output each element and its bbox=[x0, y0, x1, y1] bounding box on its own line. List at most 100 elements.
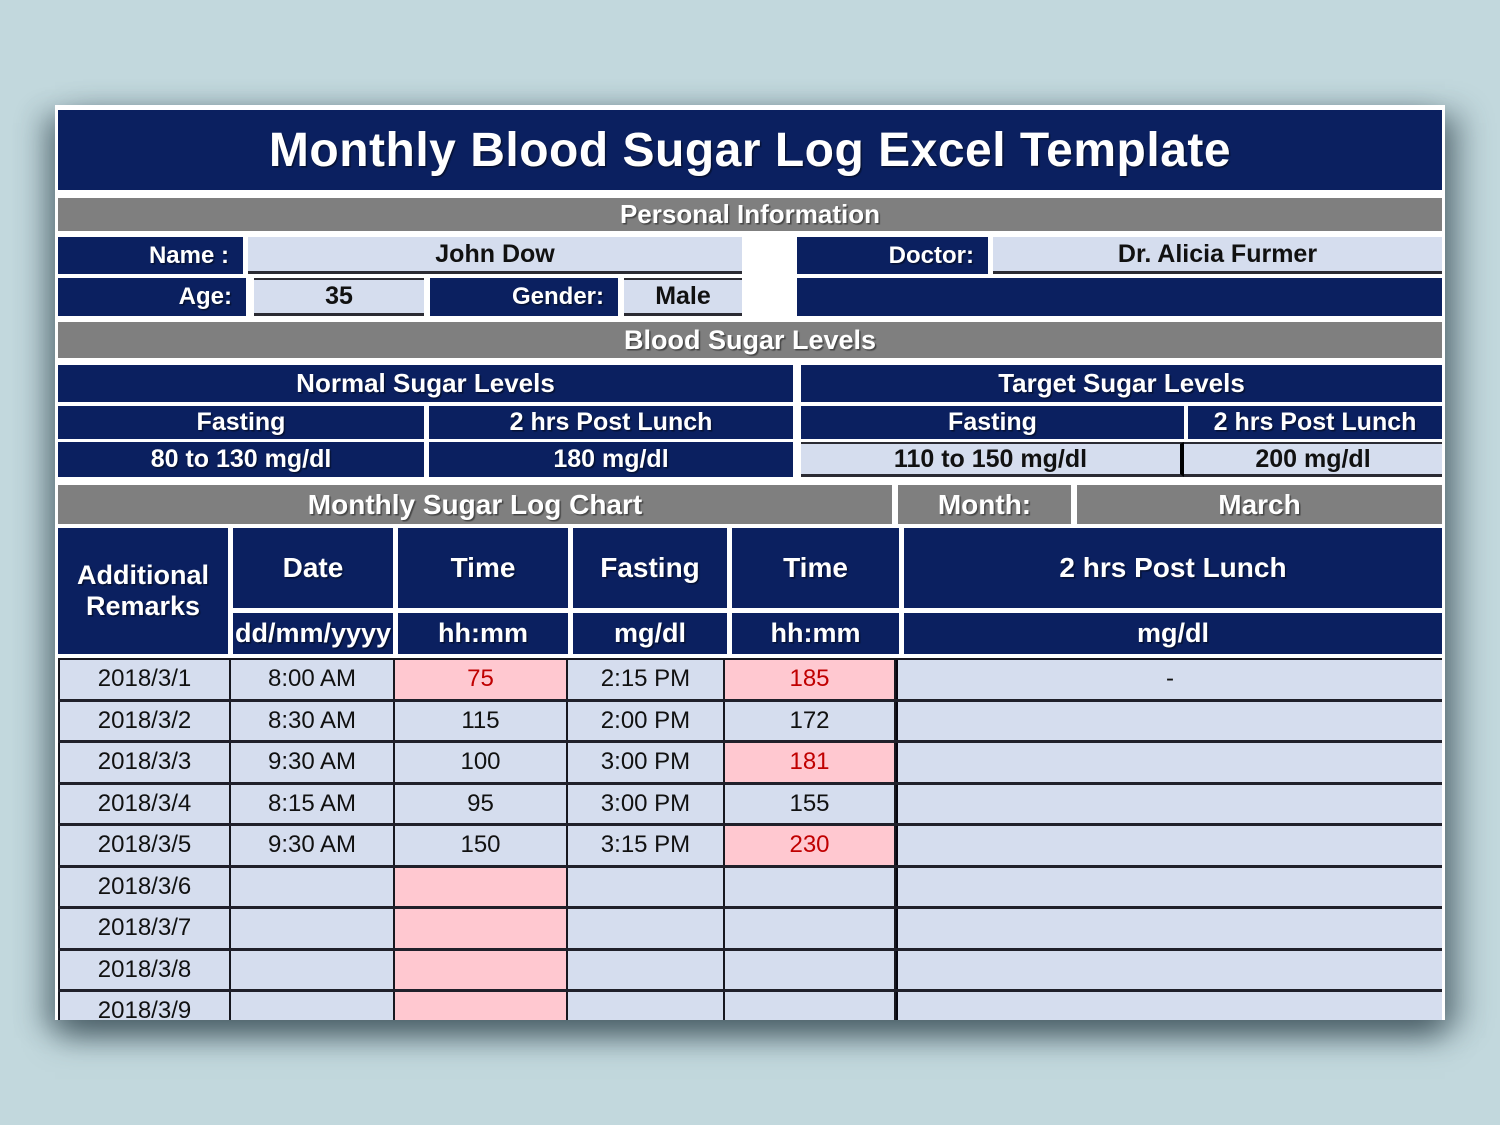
col-header-remarks: Additional Remarks bbox=[58, 528, 228, 654]
time-post-lunch-cell[interactable] bbox=[568, 867, 725, 906]
date-cell[interactable]: 2018/3/5 bbox=[58, 826, 231, 865]
date-cell[interactable]: 2018/3/2 bbox=[58, 701, 231, 740]
time-fasting-cell[interactable]: 9:30 AM bbox=[231, 743, 395, 782]
sugar-level-values-row: 80 to 130 mg/dl 180 mg/dl 110 to 150 mg/… bbox=[58, 442, 1442, 477]
table-row: 2018/3/4 8:15 AM 95 3:00 PM 155 bbox=[58, 784, 1442, 826]
date-cell[interactable]: 2018/3/8 bbox=[58, 950, 231, 989]
date-cell[interactable]: 2018/3/6 bbox=[58, 867, 231, 906]
table-row: 2018/3/7 bbox=[58, 909, 1442, 951]
post-lunch-cell[interactable]: 172 bbox=[725, 701, 896, 740]
fasting-cell[interactable] bbox=[395, 992, 568, 1020]
normal-levels-title: Normal Sugar Levels bbox=[58, 365, 793, 402]
time-fasting-cell[interactable] bbox=[231, 992, 395, 1020]
page-title: Monthly Blood Sugar Log Excel Template bbox=[58, 110, 1442, 190]
unit-post-lunch: mg/dl bbox=[904, 613, 1442, 654]
normal-fasting-label: Fasting bbox=[58, 406, 424, 439]
time-fasting-cell[interactable]: 9:30 AM bbox=[231, 826, 395, 865]
col-header-time-post-lunch: Time bbox=[732, 528, 899, 608]
time-post-lunch-cell[interactable]: 2:00 PM bbox=[568, 701, 725, 740]
sugar-level-group-row: Normal Sugar Levels Target Sugar Levels bbox=[58, 365, 1442, 402]
table-row: 2018/3/2 8:30 AM 115 2:00 PM 172 bbox=[58, 701, 1442, 743]
post-lunch-cell[interactable] bbox=[725, 992, 896, 1020]
doctor-field[interactable]: Dr. Alicia Furmer bbox=[993, 237, 1442, 274]
time-post-lunch-cell[interactable]: 2:15 PM bbox=[568, 660, 725, 699]
col-header-time-fasting: Time bbox=[398, 528, 568, 608]
gender-field[interactable]: Male bbox=[624, 278, 742, 316]
time-fasting-cell[interactable] bbox=[231, 867, 395, 906]
post-lunch-cell[interactable]: 185 bbox=[725, 660, 896, 699]
age-field[interactable]: 35 bbox=[254, 278, 424, 316]
date-cell[interactable]: 2018/3/1 bbox=[58, 660, 231, 699]
remarks-cell[interactable] bbox=[896, 826, 1442, 865]
date-cell[interactable]: 2018/3/4 bbox=[58, 784, 231, 823]
table-row: 2018/3/3 9:30 AM 100 3:00 PM 181 bbox=[58, 743, 1442, 785]
name-label: Name : bbox=[58, 237, 243, 274]
post-lunch-cell[interactable] bbox=[725, 950, 896, 989]
time-post-lunch-cell[interactable]: 3:00 PM bbox=[568, 784, 725, 823]
month-label: Month: bbox=[898, 485, 1071, 524]
col-header-post-lunch: 2 hrs Post Lunch bbox=[904, 528, 1442, 608]
date-cell[interactable]: 2018/3/7 bbox=[58, 909, 231, 948]
post-lunch-cell[interactable]: 230 bbox=[725, 826, 896, 865]
unit-fasting: mg/dl bbox=[573, 613, 727, 654]
section-personal-information: Personal Information bbox=[58, 198, 1442, 231]
post-lunch-cell[interactable]: 181 bbox=[725, 743, 896, 782]
remarks-cell[interactable]: - bbox=[896, 660, 1442, 699]
time-post-lunch-cell[interactable] bbox=[568, 950, 725, 989]
remarks-cell[interactable] bbox=[896, 909, 1442, 948]
remarks-cell[interactable] bbox=[896, 743, 1442, 782]
time-fasting-cell[interactable] bbox=[231, 950, 395, 989]
target-post-lunch-field[interactable]: 200 mg/dl bbox=[1184, 442, 1442, 477]
section-blood-sugar-levels: Blood Sugar Levels bbox=[58, 322, 1442, 358]
time-post-lunch-cell[interactable]: 3:15 PM bbox=[568, 826, 725, 865]
target-fasting-label: Fasting bbox=[801, 406, 1184, 439]
unit-time-fasting: hh:mm bbox=[398, 613, 568, 654]
time-post-lunch-cell[interactable] bbox=[568, 909, 725, 948]
fasting-cell[interactable]: 95 bbox=[395, 784, 568, 823]
fasting-cell[interactable]: 100 bbox=[395, 743, 568, 782]
date-cell[interactable]: 2018/3/3 bbox=[58, 743, 231, 782]
fasting-cell[interactable] bbox=[395, 909, 568, 948]
target-fasting-field[interactable]: 110 to 150 mg/dl bbox=[801, 442, 1184, 477]
sugar-level-subheader-row: Fasting 2 hrs Post Lunch Fasting 2 hrs P… bbox=[58, 406, 1442, 439]
log-table-header: Date Time Fasting Time 2 hrs Post Lunch … bbox=[58, 528, 1442, 654]
target-post-lunch-label: 2 hrs Post Lunch bbox=[1188, 406, 1442, 439]
table-row: 2018/3/6 bbox=[58, 867, 1442, 909]
fasting-cell[interactable]: 115 bbox=[395, 701, 568, 740]
month-field[interactable]: March bbox=[1077, 485, 1442, 524]
time-post-lunch-cell[interactable] bbox=[568, 992, 725, 1020]
remarks-cell[interactable] bbox=[896, 784, 1442, 823]
date-cell[interactable]: 2018/3/9 bbox=[58, 992, 231, 1020]
fasting-cell[interactable] bbox=[395, 950, 568, 989]
post-lunch-cell[interactable]: 155 bbox=[725, 784, 896, 823]
post-lunch-cell[interactable] bbox=[725, 867, 896, 906]
time-fasting-cell[interactable] bbox=[231, 909, 395, 948]
time-post-lunch-cell[interactable]: 3:00 PM bbox=[568, 743, 725, 782]
normal-post-lunch-value: 180 mg/dl bbox=[429, 442, 793, 477]
name-field[interactable]: John Dow bbox=[248, 237, 742, 274]
time-fasting-cell[interactable]: 8:00 AM bbox=[231, 660, 395, 699]
fasting-cell[interactable] bbox=[395, 867, 568, 906]
table-row: 2018/3/5 9:30 AM 150 3:15 PM 230 bbox=[58, 826, 1442, 868]
remarks-cell[interactable] bbox=[896, 950, 1442, 989]
fasting-cell[interactable]: 75 bbox=[395, 660, 568, 699]
gender-label: Gender: bbox=[430, 278, 618, 316]
time-fasting-cell[interactable]: 8:30 AM bbox=[231, 701, 395, 740]
section-monthly-log-chart: Monthly Sugar Log Chart bbox=[58, 485, 892, 524]
col-header-fasting: Fasting bbox=[573, 528, 727, 608]
col-header-date: Date bbox=[233, 528, 393, 608]
fasting-cell[interactable]: 150 bbox=[395, 826, 568, 865]
table-row: 2018/3/1 8:00 AM 75 2:15 PM 185 - bbox=[58, 660, 1442, 702]
time-fasting-cell[interactable]: 8:15 AM bbox=[231, 784, 395, 823]
normal-post-lunch-label: 2 hrs Post Lunch bbox=[429, 406, 793, 439]
log-chart-title-row: Monthly Sugar Log Chart Month: March bbox=[58, 485, 1442, 524]
remarks-cell[interactable] bbox=[896, 701, 1442, 740]
filler-bar bbox=[797, 278, 1442, 316]
spreadsheet-document: Monthly Blood Sugar Log Excel Template P… bbox=[55, 105, 1445, 1020]
age-gender-row: Age: 35 Gender: Male bbox=[58, 278, 1442, 316]
remarks-cell[interactable] bbox=[896, 992, 1442, 1020]
remarks-cell[interactable] bbox=[896, 867, 1442, 906]
post-lunch-cell[interactable] bbox=[725, 909, 896, 948]
normal-fasting-value: 80 to 130 mg/dl bbox=[58, 442, 424, 477]
name-doctor-row: Name : John Dow Doctor: Dr. Alicia Furme… bbox=[58, 237, 1442, 274]
